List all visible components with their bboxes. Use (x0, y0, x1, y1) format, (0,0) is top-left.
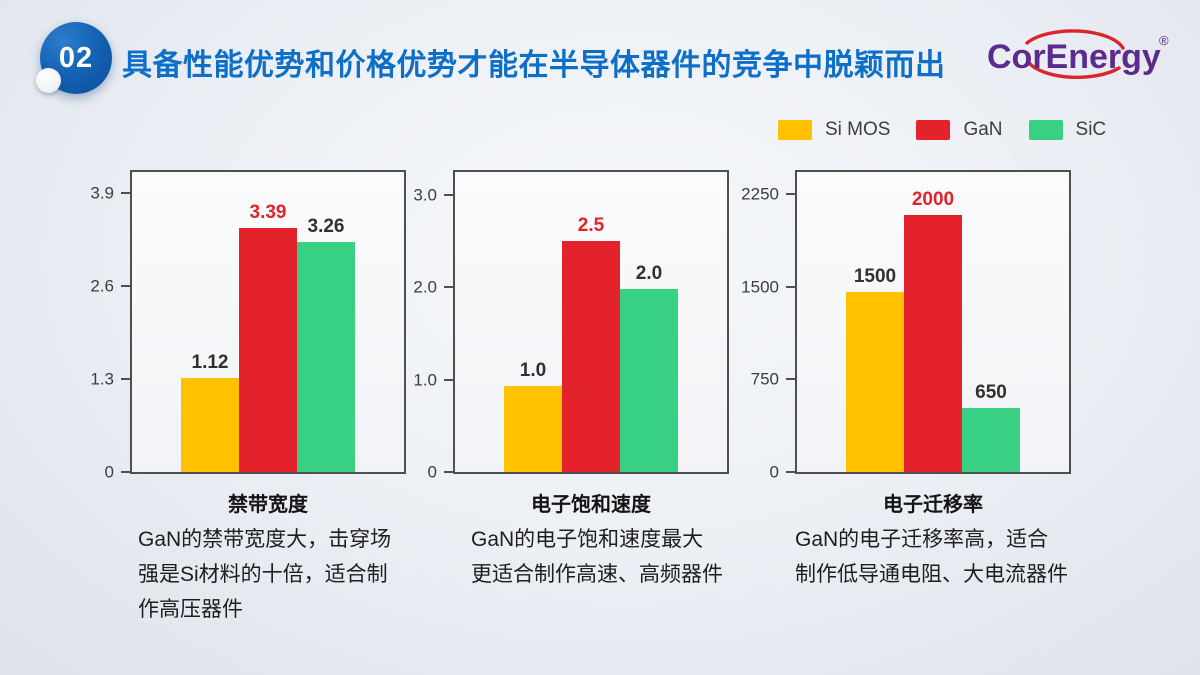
bar-sic: 2.0 (620, 263, 678, 472)
bar-value-label: 1500 (853, 265, 897, 287)
y-axis-tick (121, 378, 130, 381)
chart-description: GaN的电子迁移率高，适合 制作低导通电阻、大电流器件 (795, 522, 1068, 592)
legend-swatch-gan (916, 120, 951, 140)
y-axis-tick (121, 192, 130, 195)
legend-label: Si MOS (825, 119, 891, 140)
legend-swatch-si-mos (778, 120, 812, 140)
y-axis-tick-label: 2.0 (413, 277, 437, 297)
y-axis-tick (786, 285, 795, 288)
description-line: GaN的电子饱和速度最大 (471, 528, 704, 551)
y-axis-tick (444, 194, 453, 197)
legend: Si MOS GaN SiC (778, 119, 1106, 141)
description-line: GaN的电子迁移率高，适合 (795, 528, 1049, 551)
bar-value-label: 1.12 (191, 352, 229, 374)
plot-area: 1.0 2.5 2.0 0 1.0 2.0 3.0 (413, 170, 729, 481)
logo-registered-mark: ® (1159, 33, 1169, 48)
description-line: 更适合制作高速、高频器件 (471, 563, 723, 586)
y-axis-tick (444, 286, 453, 289)
bar-gan: 3.39 (239, 202, 297, 472)
legend-item-sic: SiC (1028, 119, 1107, 141)
logo-text: CorEnergy (987, 38, 1161, 76)
bar-value-label: 3.26 (307, 216, 345, 237)
bar-si-mos: 1.0 (504, 360, 562, 472)
y-axis-tick-label: 0 (427, 462, 437, 482)
bar-value-label: 2000 (911, 189, 955, 211)
y-axis-tick-label: 750 (750, 369, 779, 389)
bar-value-label: 1.0 (519, 360, 547, 382)
y-axis-tick (121, 471, 130, 473)
badge-ball-decoration (36, 68, 61, 93)
chart-electron-mobility: 1500 2000 650 0 750 1500 2250 电子迁移率 GaN的电子迁移率… (741, 170, 1071, 610)
y-axis-tick (444, 471, 453, 473)
bar-value-label: 2.0 (635, 263, 663, 285)
logo-arc-bottom (1027, 61, 1121, 80)
bar-si-mos: 1.12 (181, 352, 239, 472)
legend-item-gan: GaN (916, 119, 1003, 141)
bar-value-label: 650 (975, 381, 1007, 403)
chart-title: 禁带宽度 (228, 494, 308, 516)
bar-si-mos: 1500 (846, 266, 904, 472)
y-axis-tick (786, 193, 795, 196)
chart-description: GaN的电子饱和速度最大 更适合制作高速、高频器件 (471, 522, 723, 592)
description-line: 作高压器件 (138, 598, 243, 621)
legend-swatch-sic (1028, 120, 1063, 140)
bars-group: 1.0 2.5 2.0 (455, 172, 727, 472)
y-axis-tick-label: 2250 (741, 184, 779, 204)
y-axis-tick-label: 1.0 (413, 370, 437, 390)
bars-group: 1.12 3.39 3.26 (132, 172, 404, 472)
chart-electron-saturation-velocity: 1.0 2.5 2.0 0 1.0 2.0 3.0 电子饱和速度 GaN的电子饱和速度最大… (413, 170, 729, 610)
chart-title: 电子饱和速度 (531, 494, 651, 516)
slide-header: 02 具备性能优势和价格优势才能在半导体器件的竞争中脱颖而出 CorEnergy… (0, 0, 1200, 105)
description-line: 强是Si材料的十倍，适合制 (138, 563, 388, 586)
y-axis-tick-label: 3.0 (413, 185, 437, 205)
page-title: 具备性能优势和价格优势才能在半导体器件的竞争中脱颖而出 (122, 49, 946, 82)
corenergy-logo: CorEnergy ® (987, 29, 1169, 80)
logo-arc-top (1025, 29, 1125, 50)
y-axis-tick-label: 0 (769, 462, 779, 482)
plot-area: 1.12 3.39 3.26 0 1.3 2.6 3.9 (90, 170, 406, 481)
bar-value-label: 3.39 (249, 201, 287, 223)
y-axis-tick-label: 0 (104, 462, 114, 482)
bar-gan: 2.5 (562, 215, 620, 472)
y-axis-tick-label: 1.3 (90, 369, 114, 389)
description-line: GaN的禁带宽度大，击穿场 (138, 528, 392, 551)
y-axis-tick-label: 1500 (741, 277, 779, 297)
description-line: 制作低导通电阻、大电流器件 (795, 563, 1068, 586)
legend-label: SiC (1075, 119, 1107, 140)
y-axis-tick-label: 3.9 (90, 183, 114, 203)
y-axis-tick (786, 378, 795, 381)
y-axis-tick-label: 2.6 (90, 276, 114, 296)
legend-label: GaN (963, 119, 1003, 140)
chart-bandgap: 1.12 3.39 3.26 0 1.3 2.6 3.9 禁带宽度 GaN的禁带宽度大，击… (90, 170, 406, 621)
y-axis-tick (786, 471, 795, 473)
bar-sic: 3.26 (297, 216, 355, 472)
y-axis-tick (121, 285, 130, 288)
bar-gan: 2000 (904, 189, 962, 472)
bar-sic: 650 (962, 382, 1020, 472)
legend-item-si-mos: Si MOS (778, 119, 890, 141)
bars-group: 1500 2000 650 (797, 172, 1069, 472)
plot-area: 1500 2000 650 0 750 1500 2250 (741, 170, 1071, 481)
slide-number: 02 (58, 41, 94, 74)
y-axis-tick (444, 378, 453, 381)
chart-description: GaN的禁带宽度大，击穿场 强是Si材料的十倍，适合制 作高压器件 (138, 522, 391, 627)
chart-title: 电子迁移率 (883, 494, 983, 516)
bar-value-label: 2.5 (577, 215, 605, 237)
